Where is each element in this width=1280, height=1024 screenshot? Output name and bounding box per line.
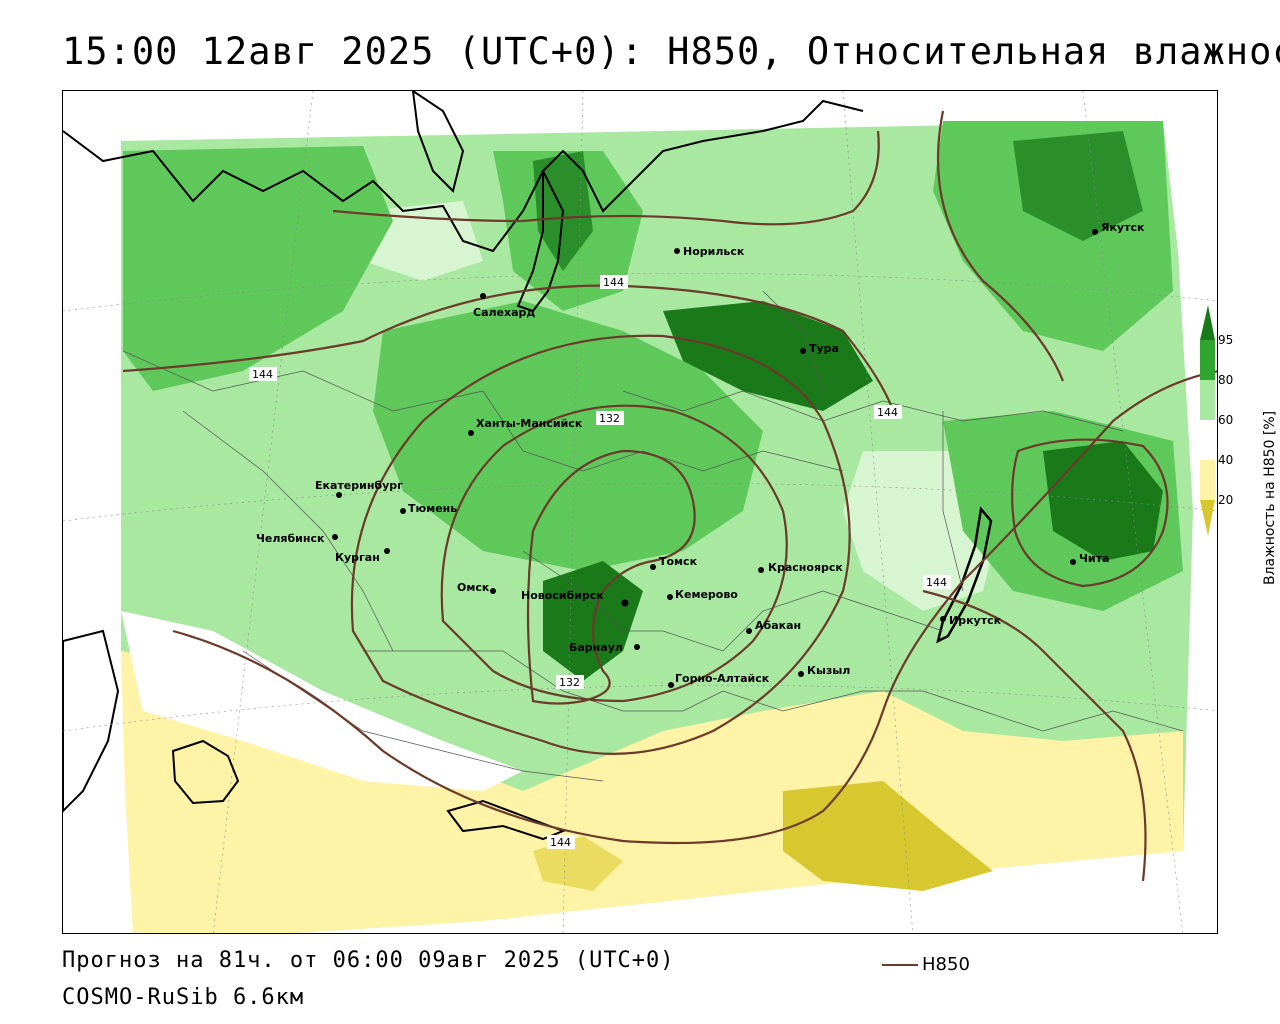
city-label: Кызыл — [807, 664, 850, 677]
city-label: Ханты-Мансийск — [476, 417, 583, 430]
contour-144-arctic — [332, 130, 880, 226]
city-marker — [634, 644, 640, 650]
city-marker — [667, 594, 673, 600]
contour-line-legend: H850 — [882, 954, 970, 975]
contour-line-swatch — [882, 963, 918, 966]
saturated-area — [1013, 131, 1143, 241]
forecast-info: Прогноз на 81ч. от 06:00 09авг 2025 (UTC… — [62, 948, 675, 973]
city-marker — [650, 564, 656, 570]
very-dry-area — [533, 836, 623, 891]
contour-line-label: H850 — [922, 954, 970, 975]
city-label: Кемерово — [675, 588, 738, 601]
colorbar-swatch-60-80 — [1200, 380, 1215, 420]
map-canvas: 144 144 144 144 132 132 144 Норильск Яку… — [63, 91, 1217, 933]
city-label: Омск — [457, 581, 490, 594]
city-label: Абакан — [755, 619, 801, 632]
contour-labels: 144 144 144 144 132 132 144 — [249, 275, 951, 849]
contour-138 — [440, 404, 788, 703]
very-dry-area — [783, 781, 993, 891]
city-marker — [758, 567, 764, 573]
contour-label: 144 — [252, 368, 273, 381]
caspian-sea — [63, 629, 120, 813]
contour-132 — [526, 449, 696, 705]
city-label: Новосибирск — [521, 589, 604, 602]
city-label: Тюмень — [408, 502, 457, 515]
colorbar-tick: 80 — [1218, 373, 1234, 387]
colorbar-swatch-40-60 — [1200, 420, 1215, 460]
city-marker — [1092, 229, 1098, 235]
contour-144-east — [922, 589, 1147, 882]
city-marker — [800, 348, 806, 354]
city-label: Горно-Алтайск — [675, 672, 770, 685]
city-label: Тура — [809, 342, 839, 355]
contour-label: 144 — [603, 276, 624, 289]
city-marker — [621, 599, 629, 607]
colorbar-swatch-20-40 — [1200, 460, 1215, 500]
colorbar-tick: 40 — [1218, 453, 1234, 467]
city-label: Курган — [335, 551, 380, 564]
contour-label: 132 — [559, 676, 580, 689]
colorbar-swatch-below20 — [1200, 500, 1215, 536]
city-label: Иркутск — [949, 614, 1002, 627]
forecast-map: 144 144 144 144 132 132 144 Норильск Яку… — [62, 90, 1218, 934]
colorbar-title: Влажность на H850 [%] — [1262, 410, 1278, 585]
contour-label: 144 — [926, 576, 947, 589]
city-marker — [940, 616, 946, 622]
colorbar-tick: 95 — [1218, 333, 1234, 347]
colorbar-swatch-95plus — [1200, 305, 1215, 340]
city-marker — [1070, 559, 1076, 565]
colorbar-tick: 20 — [1218, 493, 1234, 507]
colorbar-swatches — [1200, 305, 1215, 536]
city-marker — [336, 492, 342, 498]
city-marker — [400, 508, 406, 514]
coastline — [63, 99, 864, 253]
city-label: Чита — [1079, 552, 1109, 565]
humidity-colorbar: 95 80 60 40 20 — [1198, 300, 1278, 600]
contour-144-south — [172, 370, 1217, 845]
map-title: 15:00 12авг 2025 (UTC+0): H850, Относите… — [62, 30, 1280, 73]
city-marker — [668, 682, 674, 688]
city-label: Якутск — [1101, 221, 1145, 234]
city-label: Томск — [659, 555, 698, 568]
contour-label: 144 — [877, 406, 898, 419]
city-marker — [468, 430, 474, 436]
contour-label: 144 — [550, 836, 571, 849]
lake-baikal — [936, 506, 993, 644]
city-marker — [746, 628, 752, 634]
city-label: Екатеринбург — [315, 479, 403, 492]
city-label: Салехард — [473, 306, 535, 319]
city-label: Челябинск — [256, 532, 325, 545]
cities: Норильск Якутск Салехард Тура Ханты-Манс… — [256, 221, 1145, 688]
high-humidity-area — [373, 301, 763, 571]
colorbar-tick: 60 — [1218, 413, 1234, 427]
city-marker — [490, 588, 496, 594]
contour-144-ne — [937, 110, 1065, 382]
saturated-area — [1043, 441, 1163, 561]
city-marker — [384, 548, 390, 554]
city-marker — [798, 671, 804, 677]
contour-144-north — [122, 284, 895, 412]
h850-contours — [122, 110, 1217, 882]
model-name: COSMO-RuSib 6.6км — [62, 985, 305, 1010]
colorbar-swatch-80-95 — [1200, 340, 1215, 380]
city-label: Барнаул — [569, 641, 623, 654]
contour-label: 132 — [599, 412, 620, 425]
graticule — [63, 91, 1217, 933]
novaya-zemlya — [411, 91, 465, 193]
high-humidity-area — [123, 146, 393, 391]
city-label: Норильск — [683, 245, 745, 258]
aral-sea — [171, 739, 240, 805]
yamal-peninsula — [516, 170, 565, 313]
city-label: Красноярск — [768, 561, 843, 574]
contour-144-outer — [350, 334, 851, 755]
city-marker — [480, 293, 486, 299]
city-marker — [674, 248, 680, 254]
city-marker — [332, 534, 338, 540]
